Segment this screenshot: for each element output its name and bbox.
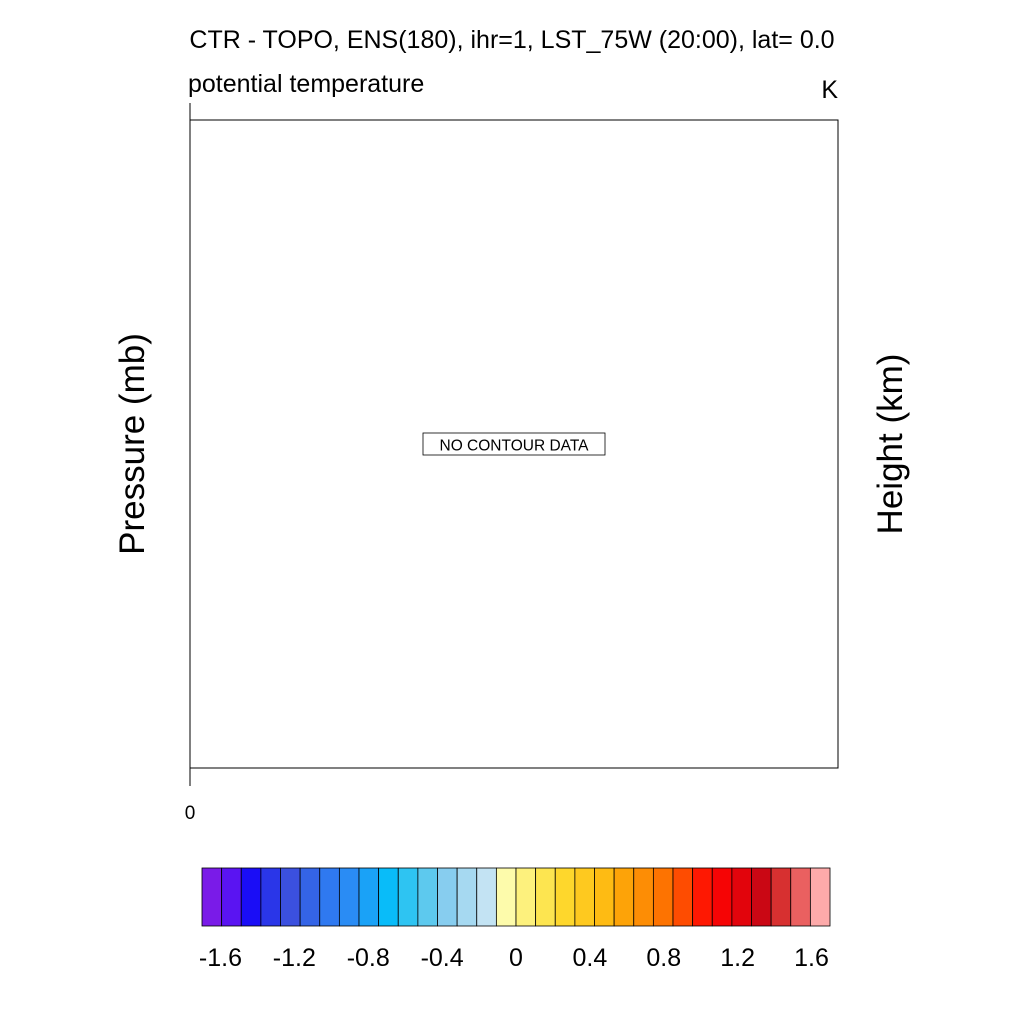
colorbar-box xyxy=(809,867,831,927)
colorbar-tick-labels: -1.6 -1.2 -0.8 -0.4 0 0.4 0.8 1.2 1.6 xyxy=(199,944,829,972)
no-data-message: NO CONTOUR DATA xyxy=(440,438,590,455)
chart-title: CTR - TOPO, ENS(180), ihr=1, LST_75W (20… xyxy=(189,26,834,54)
colorbar-box xyxy=(633,867,654,927)
colorbar-box xyxy=(378,867,399,927)
colorbar-box xyxy=(672,867,694,927)
colorbar-box xyxy=(201,867,223,927)
colorbar-box xyxy=(554,867,576,927)
colorbar-box xyxy=(594,867,615,927)
colorbar-box xyxy=(319,867,340,927)
colorbar-tick-label: -0.4 xyxy=(421,944,464,972)
colorbar-box xyxy=(731,867,752,927)
colorbar-tick-label: 0.4 xyxy=(572,944,607,972)
colorbar-box xyxy=(613,867,635,927)
colorbar-box xyxy=(260,867,281,927)
colorbar-box xyxy=(397,867,419,927)
colorbar-box xyxy=(692,867,713,927)
right-subtitle: K xyxy=(821,76,838,104)
colorbar-box xyxy=(515,867,537,927)
colorbar-box xyxy=(652,867,674,927)
colorbar-box xyxy=(790,867,811,927)
colorbar-tick-label: -0.8 xyxy=(347,944,390,972)
x-tick-label: 0 xyxy=(185,803,196,824)
colorbar-box xyxy=(711,867,733,927)
colorbar-box xyxy=(456,867,478,927)
colorbar-tick-label: -1.2 xyxy=(273,944,316,972)
colorbar-box xyxy=(535,867,556,927)
no-data-box: NO CONTOUR DATA xyxy=(422,432,606,456)
colorbar-tick-label: 0 xyxy=(509,944,523,972)
colorbar-box xyxy=(299,867,321,927)
y-axis-label-right: Height (km) xyxy=(871,354,910,535)
colorbar-box xyxy=(437,867,458,927)
colorbar-box xyxy=(221,867,242,927)
colorbar-box xyxy=(751,867,772,927)
colorbar xyxy=(201,867,831,927)
colorbar-box xyxy=(574,867,595,927)
colorbar-box xyxy=(280,867,301,927)
colorbar-box xyxy=(417,867,438,927)
colorbar-box xyxy=(770,867,792,927)
colorbar-tick-label: 0.8 xyxy=(646,944,681,972)
y-axis-label-left: Pressure (mb) xyxy=(113,333,152,555)
colorbar-tick-label: 1.2 xyxy=(720,944,755,972)
colorbar-box xyxy=(476,867,497,927)
colorbar-box xyxy=(240,867,262,927)
colorbar-box xyxy=(338,867,360,927)
colorbar-tick-label: -1.6 xyxy=(199,944,242,972)
colorbar-tick-label: 1.6 xyxy=(794,944,829,972)
colorbar-box xyxy=(358,867,380,927)
no-data-frame xyxy=(422,432,606,456)
left-subtitle: potential temperature xyxy=(188,70,424,98)
colorbar-box xyxy=(495,867,517,927)
plot-area xyxy=(189,119,839,769)
